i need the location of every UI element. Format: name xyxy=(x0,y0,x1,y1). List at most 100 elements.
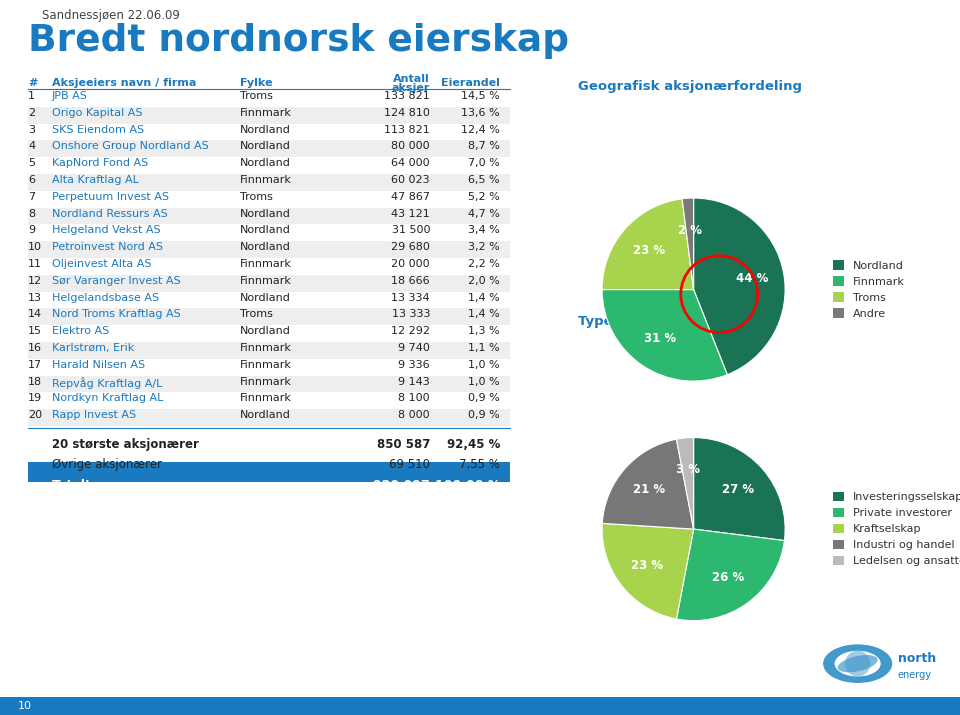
Text: Perpetuum Invest AS: Perpetuum Invest AS xyxy=(52,192,169,202)
Text: 7: 7 xyxy=(28,192,36,202)
Text: 1,0 %: 1,0 % xyxy=(468,377,500,387)
Text: Harald Nilsen AS: Harald Nilsen AS xyxy=(52,360,145,370)
Text: Nordland: Nordland xyxy=(240,124,291,134)
Text: 2 %: 2 % xyxy=(678,224,702,237)
Text: Oljeinvest Alta AS: Oljeinvest Alta AS xyxy=(52,259,152,269)
Text: Repvåg Kraftlag A/L: Repvåg Kraftlag A/L xyxy=(52,377,162,388)
Bar xyxy=(0,697,960,715)
Text: 13,6 %: 13,6 % xyxy=(462,108,500,118)
Text: Finnmark: Finnmark xyxy=(240,108,292,118)
Text: 14: 14 xyxy=(28,310,42,320)
Bar xyxy=(28,241,510,258)
Text: Petroinvest Nord AS: Petroinvest Nord AS xyxy=(52,242,163,252)
Text: 100,00 %: 100,00 % xyxy=(435,479,500,492)
Text: JPB AS: JPB AS xyxy=(52,91,88,101)
Text: 18 666: 18 666 xyxy=(392,276,430,286)
Text: Troms: Troms xyxy=(240,91,273,101)
Wedge shape xyxy=(693,438,785,541)
Text: 20 største aksjonærer: 20 største aksjonærer xyxy=(52,438,199,451)
Text: 6: 6 xyxy=(28,175,35,185)
Text: Sør Varanger Invest AS: Sør Varanger Invest AS xyxy=(52,276,180,286)
Text: Finnmark: Finnmark xyxy=(240,175,292,185)
Text: 14,5 %: 14,5 % xyxy=(461,91,500,101)
Text: Aksjeeiers navn / firma: Aksjeeiers navn / firma xyxy=(52,78,197,88)
Text: Finnmark: Finnmark xyxy=(240,377,292,387)
Text: 2,2 %: 2,2 % xyxy=(468,259,500,269)
Text: Origo Kapital AS: Origo Kapital AS xyxy=(52,108,142,118)
Text: 8: 8 xyxy=(28,209,36,219)
Text: 9 740: 9 740 xyxy=(398,343,430,353)
Wedge shape xyxy=(602,523,693,619)
Text: 6,5 %: 6,5 % xyxy=(468,175,500,185)
Wedge shape xyxy=(683,198,694,290)
Bar xyxy=(28,308,510,325)
Bar xyxy=(28,140,510,157)
Text: 26 %: 26 % xyxy=(712,571,745,583)
Text: KapNord Fond AS: KapNord Fond AS xyxy=(52,158,148,168)
Text: 13 334: 13 334 xyxy=(392,292,430,302)
Text: 3 %: 3 % xyxy=(676,463,700,476)
Text: Totalt: Totalt xyxy=(52,479,92,492)
Text: 4: 4 xyxy=(28,142,36,152)
Text: 19: 19 xyxy=(28,393,42,403)
Wedge shape xyxy=(677,529,784,621)
Text: Alta Kraftlag AL: Alta Kraftlag AL xyxy=(52,175,139,185)
Text: Troms: Troms xyxy=(240,192,273,202)
Text: Geografisk aksjonærfordeling: Geografisk aksjonærfordeling xyxy=(578,80,802,93)
Text: 10: 10 xyxy=(18,701,32,711)
Text: Karlstrøm, Erik: Karlstrøm, Erik xyxy=(52,343,134,353)
Wedge shape xyxy=(677,438,693,529)
Text: 3: 3 xyxy=(28,124,35,134)
Legend: Nordland, Finnmark, Troms, Andre: Nordland, Finnmark, Troms, Andre xyxy=(832,260,906,320)
Text: 29 680: 29 680 xyxy=(391,242,430,252)
Text: Øvrige aksjonærer: Øvrige aksjonærer xyxy=(52,458,162,471)
Text: Sandnessjøen 22.06.09: Sandnessjøen 22.06.09 xyxy=(42,9,180,22)
Legend: Investeringsselskap, Private investorer, Kraftselskap, Industri og handel, Ledel: Investeringsselskap, Private investorer,… xyxy=(832,490,960,568)
Text: 1,1 %: 1,1 % xyxy=(468,343,500,353)
Text: Finnmark: Finnmark xyxy=(240,343,292,353)
Text: Helgelandsbase AS: Helgelandsbase AS xyxy=(52,292,159,302)
Bar xyxy=(28,107,510,124)
Text: 5,2 %: 5,2 % xyxy=(468,192,500,202)
Text: 9 143: 9 143 xyxy=(398,377,430,387)
Text: 11: 11 xyxy=(28,259,42,269)
Bar xyxy=(28,275,510,292)
Text: 1,0 %: 1,0 % xyxy=(468,360,500,370)
Text: 10: 10 xyxy=(28,242,42,252)
Text: 133 821: 133 821 xyxy=(384,91,430,101)
Text: 17: 17 xyxy=(28,360,42,370)
Text: 12: 12 xyxy=(28,276,42,286)
Text: 0,9 %: 0,9 % xyxy=(468,393,500,403)
Text: 8,7 %: 8,7 % xyxy=(468,142,500,152)
Text: 12,4 %: 12,4 % xyxy=(461,124,500,134)
Text: 31 500: 31 500 xyxy=(392,225,430,235)
Text: north: north xyxy=(898,652,936,665)
Text: 80 000: 80 000 xyxy=(392,142,430,152)
Bar xyxy=(28,375,510,393)
Text: Nordland: Nordland xyxy=(240,209,291,219)
Text: 69 510: 69 510 xyxy=(389,458,430,471)
Text: Nordkyn Kraftlag AL: Nordkyn Kraftlag AL xyxy=(52,393,163,403)
Wedge shape xyxy=(602,290,728,381)
Text: 1,4 %: 1,4 % xyxy=(468,310,500,320)
Bar xyxy=(28,174,510,191)
Text: 3,2 %: 3,2 % xyxy=(468,242,500,252)
Wedge shape xyxy=(693,198,785,375)
Text: 124 810: 124 810 xyxy=(384,108,430,118)
Text: Troms: Troms xyxy=(240,310,273,320)
Wedge shape xyxy=(602,199,693,290)
Text: 9: 9 xyxy=(28,225,36,235)
Text: 60 023: 60 023 xyxy=(392,175,430,185)
Text: 31 %: 31 % xyxy=(644,332,676,345)
Text: Finnmark: Finnmark xyxy=(240,276,292,286)
Text: 44 %: 44 % xyxy=(736,272,768,285)
Text: 850 587: 850 587 xyxy=(376,438,430,451)
Text: #: # xyxy=(28,78,37,88)
Text: 27 %: 27 % xyxy=(722,483,755,496)
Text: Finnmark: Finnmark xyxy=(240,393,292,403)
Text: Rapp Invest AS: Rapp Invest AS xyxy=(52,410,136,420)
Text: 23 %: 23 % xyxy=(631,559,662,572)
Text: 20: 20 xyxy=(28,410,42,420)
Text: Type investor: Type investor xyxy=(578,315,679,328)
Text: Nordland: Nordland xyxy=(240,292,291,302)
